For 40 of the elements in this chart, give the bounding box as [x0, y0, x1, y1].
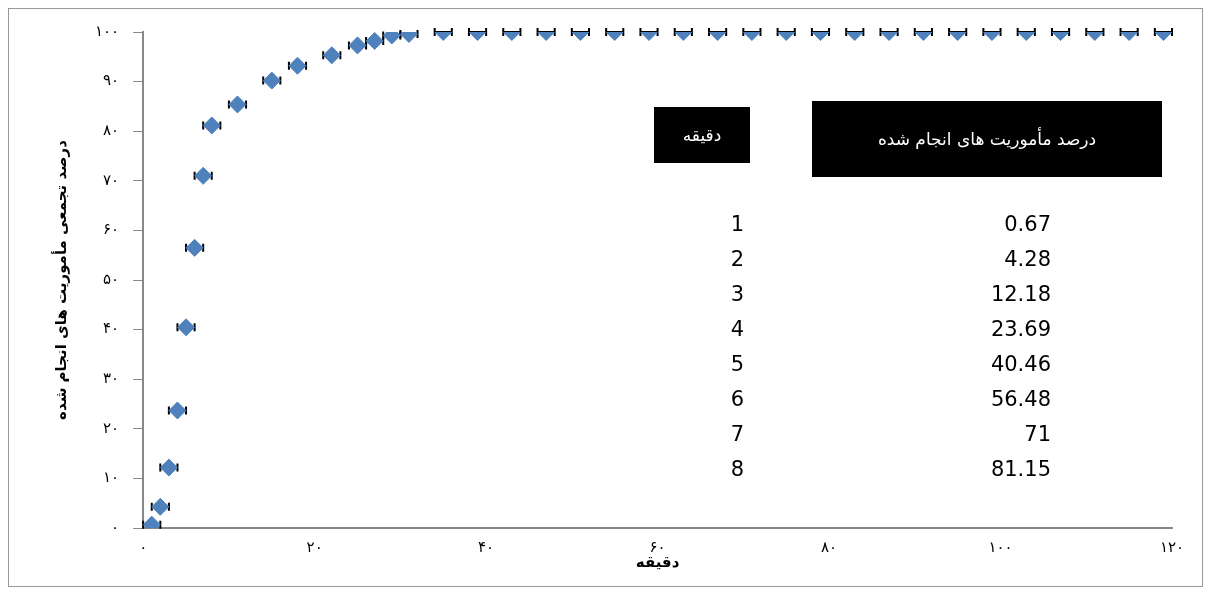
header-cell: درصد مأموریت های انجام شده	[812, 101, 1162, 177]
annotation: 7	[729, 421, 744, 448]
y-tick-label: ۸۰	[103, 121, 120, 140]
annotation: 12.18	[989, 281, 1051, 308]
annotation: 6	[729, 386, 744, 413]
annotation: 23.69	[989, 316, 1051, 343]
annotation: 5	[729, 351, 744, 378]
y-tick-label: ۵۰	[103, 269, 120, 288]
x-tick-label: ۱۰۰	[988, 537, 1013, 556]
x-tick-label: ۸۰	[820, 537, 838, 556]
annotation: 81.15	[989, 456, 1051, 483]
y-tick-label: ۱۰	[103, 468, 120, 487]
point	[168, 401, 187, 420]
y-tick-label: ۷۰	[103, 170, 120, 189]
point	[151, 497, 170, 516]
annotation: 0.67	[1003, 211, 1051, 238]
y-tick-label: ۶۰	[103, 220, 120, 239]
header-cell: دقیقه	[654, 107, 750, 163]
x-tick-label: ۱۲۰	[1159, 537, 1185, 556]
y-tick-label: ۰	[111, 517, 120, 536]
y-tick-label: ۱۰۰	[95, 21, 120, 40]
x-tick-label: ۲۰	[306, 537, 323, 556]
annotation: 56.48	[989, 386, 1051, 413]
annotation: 3	[729, 281, 744, 308]
y-tick-label: ۳۰	[103, 369, 120, 388]
point	[159, 458, 178, 477]
annotation: 2	[729, 246, 744, 273]
annotation: 40.46	[989, 351, 1051, 378]
annotation: 4	[729, 316, 744, 343]
annotation: 8	[729, 456, 744, 483]
x-tick-label: ۴۰	[478, 537, 495, 556]
point	[177, 318, 196, 337]
y-tick-label: ۴۰	[103, 319, 120, 338]
x-tick-label: ۰	[139, 537, 148, 556]
y-tick-label: ۹۰	[103, 71, 120, 90]
y-axis-title: درصد تجمعی مأموریت های انجام شده	[50, 139, 70, 420]
annotation: 71	[1023, 421, 1051, 448]
annotation: 4.28	[1003, 246, 1051, 273]
y-tick-label: ۲۰	[103, 418, 120, 437]
annotation: 1	[729, 211, 744, 238]
